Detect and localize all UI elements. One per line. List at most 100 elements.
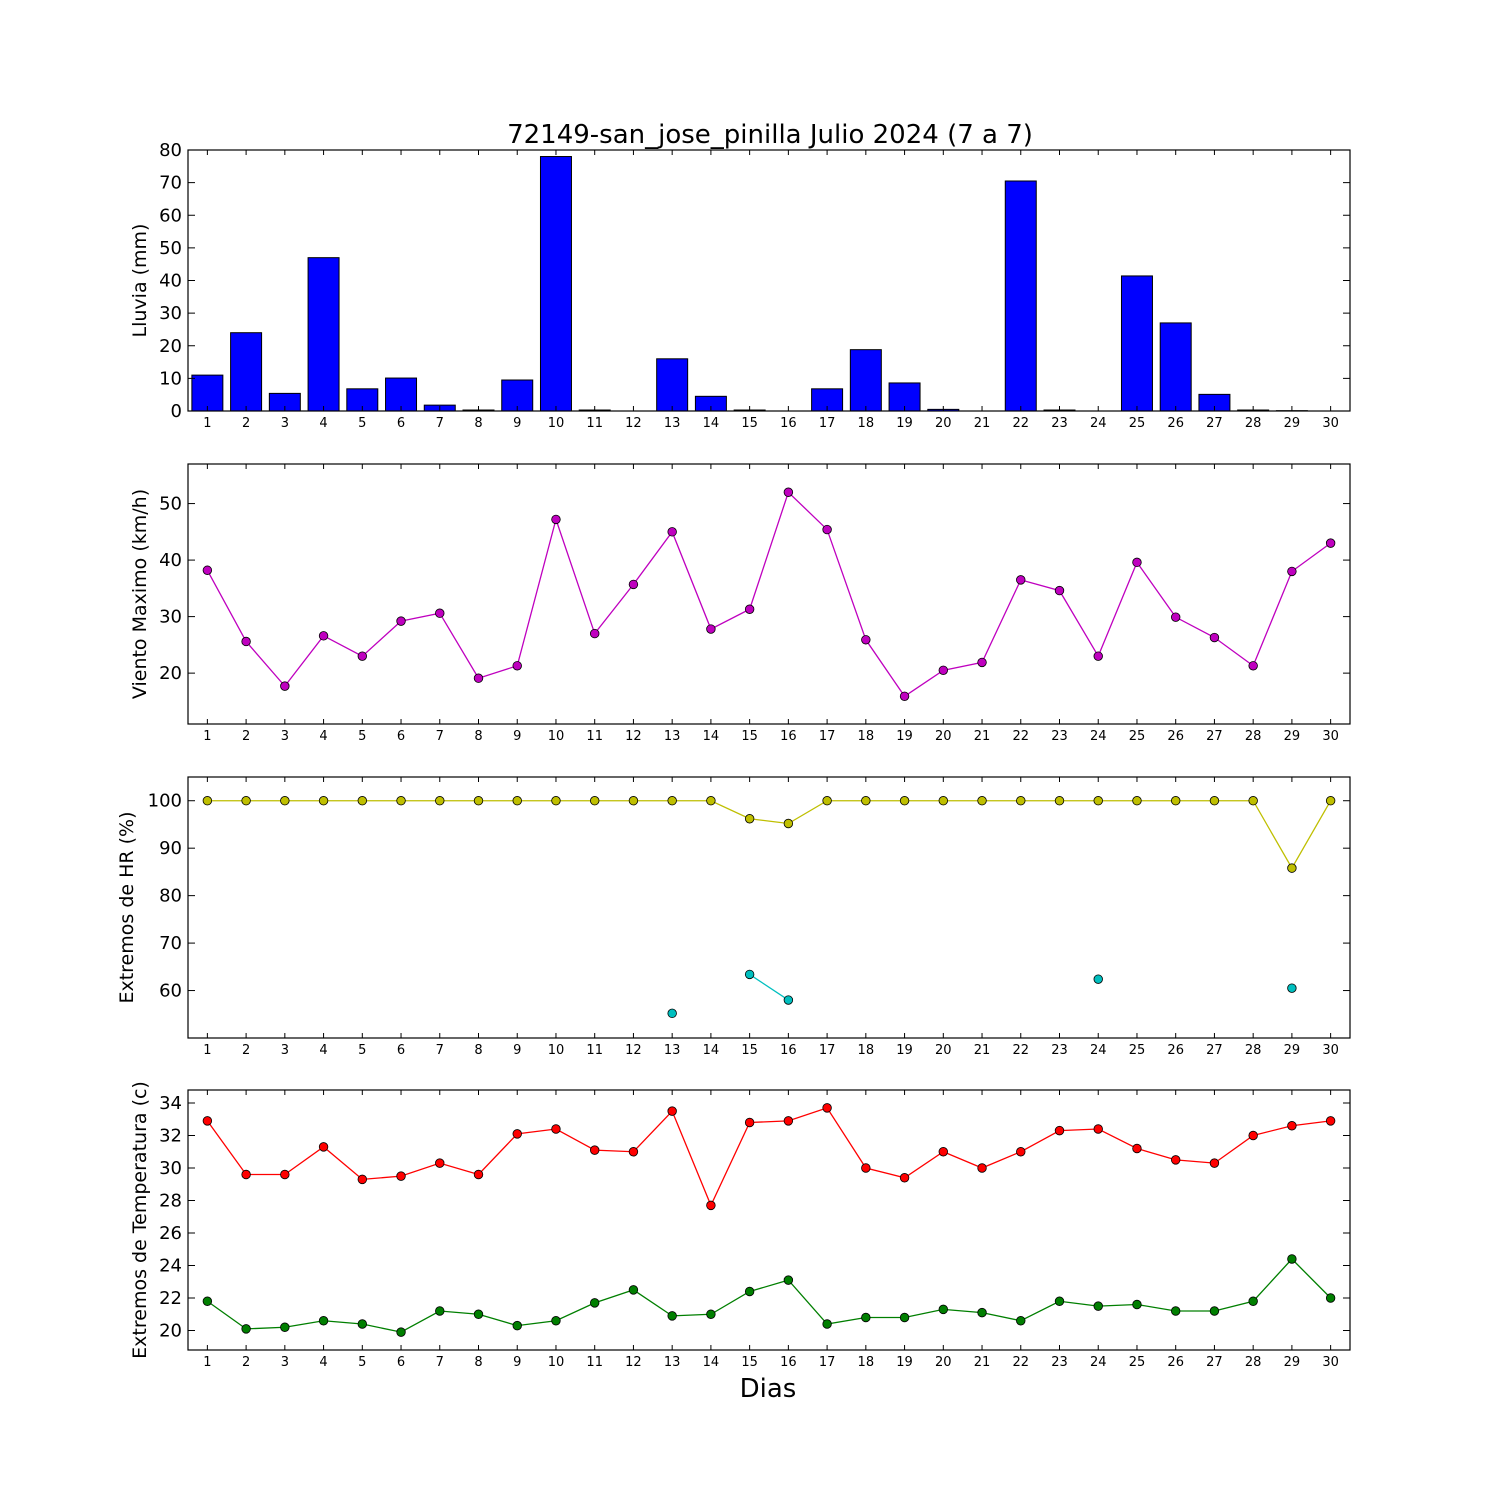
wind-series-0-point-17 (822, 524, 832, 535)
x-axis-label: Dias (740, 1374, 797, 1404)
wind-series-0-point-3 (280, 681, 290, 691)
humidity-xtick-label-27: 27 (1206, 1043, 1223, 1058)
temperature-series-1-point-2 (241, 1324, 251, 1334)
humidity-xtick-label-26: 26 (1167, 1043, 1184, 1058)
rain-bar-10 (539, 156, 572, 412)
rain-xtick-label-27: 27 (1206, 416, 1223, 431)
wind-xtick-label-8: 8 (474, 729, 482, 744)
humidity-xtick-label-21: 21 (974, 1043, 991, 1058)
rain-xtick-label-2: 2 (242, 416, 250, 431)
rain-ytick-label-30: 30 (159, 303, 182, 324)
humidity-xtick-label-22: 22 (1012, 1043, 1029, 1058)
humidity-series-0-point-10 (551, 796, 561, 806)
rain-bar-26 (1159, 322, 1192, 412)
humidity-series-0-point-30 (1325, 796, 1336, 806)
wind-xtick-label-20: 20 (935, 729, 952, 744)
wind-series-0-line (206, 491, 1332, 698)
wind-series-0-point-13 (667, 527, 677, 537)
temperature-xtick-label-18: 18 (858, 1355, 875, 1370)
wind-xtick-label-2: 2 (242, 729, 250, 744)
humidity-series-0-point-18 (861, 796, 871, 806)
wind-xtick-label-29: 29 (1284, 729, 1301, 744)
temperature-series-0-point-6 (396, 1171, 406, 1181)
temperature-series-1-point-12 (628, 1285, 639, 1295)
temperature-series-0-point-19 (899, 1173, 910, 1183)
rain-ytick-label-50: 50 (159, 238, 182, 259)
temperature-series-0-point-28 (1248, 1130, 1258, 1141)
rain-bar-9 (501, 379, 534, 412)
rain-xtick-label-20: 20 (935, 416, 952, 431)
rain-xtick-label-25: 25 (1129, 416, 1146, 431)
humidity-series-0-point-3 (280, 796, 290, 806)
wind-xtick-label-11: 11 (586, 729, 603, 744)
wind-xtick-label-21: 21 (974, 729, 991, 744)
humidity-series-1-line (749, 973, 789, 1001)
humidity-xtick-label-7: 7 (436, 1043, 444, 1058)
rain-xtick-label-16: 16 (780, 416, 797, 431)
humidity-xtick-label-1: 1 (203, 1043, 211, 1058)
humidity-series-1-point-15 (744, 969, 755, 980)
humidity-series-0-point-28 (1248, 796, 1258, 806)
rain-ytick-label-0: 0 (171, 401, 182, 422)
temperature-series-1-point-9 (512, 1320, 522, 1331)
temperature-series-1-point-8 (473, 1309, 484, 1319)
temperature-series-1-point-19 (899, 1312, 910, 1323)
temperature-series-0-point-13 (667, 1106, 677, 1116)
temperature-series-1-point-11 (590, 1298, 600, 1308)
temperature-series-1-point-20 (938, 1304, 949, 1315)
rain-panel: 1 2 3 4 5 6 7 8 9 10 11 12 13 14 15 16 17 18 19 20 21 22 23 24 2… (129, 140, 1351, 431)
wind-xtick-label-19: 19 (896, 729, 913, 744)
temperature-xtick-label-28: 28 (1245, 1355, 1262, 1370)
humidity-series-0-line (207, 800, 1332, 870)
temperature-series-0-point-20 (938, 1147, 949, 1157)
temperature-xtick-label-13: 13 (664, 1355, 681, 1370)
rain-bar-4 (307, 257, 340, 412)
temperature-xtick-label-29: 29 (1284, 1355, 1301, 1370)
temperature-series-1-point-1 (202, 1296, 213, 1306)
rain-xtick-label-26: 26 (1167, 416, 1184, 431)
temperature-xtick-label-24: 24 (1090, 1355, 1107, 1370)
humidity-series-0-point-14 (706, 796, 716, 806)
humidity-xtick-label-17: 17 (819, 1043, 836, 1058)
wind-xtick-label-23: 23 (1051, 729, 1068, 744)
wind-xtick-label-24: 24 (1090, 729, 1107, 744)
temperature-series-1-point-17 (822, 1319, 832, 1329)
wind-series-0-point-19 (899, 691, 910, 702)
temperature-xtick-label-2: 2 (242, 1355, 250, 1370)
rain-y-axis-label: Lluvia (mm) (129, 224, 151, 338)
temperature-xtick-label-3: 3 (281, 1355, 289, 1370)
temperature-series-0-line (206, 1107, 1331, 1207)
humidity-series-0-point-23 (1054, 796, 1065, 806)
temperature-series-1-point-5 (357, 1319, 368, 1329)
temperature-ytick-label-26: 26 (159, 1223, 182, 1244)
wind-xtick-label-6: 6 (397, 729, 405, 744)
temperature-series-1-point-21 (977, 1307, 987, 1318)
wind-series-0-point-7 (435, 608, 445, 618)
temperature-series-1-point-26 (1170, 1306, 1181, 1316)
rain-ytick-label-20: 20 (159, 336, 182, 357)
wind-series-0-point-9 (512, 661, 522, 671)
rain-xtick-label-28: 28 (1245, 416, 1262, 431)
humidity-y-axis-label: Extremos de HR (%) (116, 811, 138, 1003)
humidity-xtick-label-4: 4 (319, 1043, 327, 1058)
temperature-xtick-label-8: 8 (474, 1355, 482, 1370)
humidity-series-0-point-22 (1016, 796, 1026, 806)
temperature-xtick-label-22: 22 (1012, 1355, 1029, 1370)
wind-ytick-label-20: 20 (159, 663, 182, 684)
temperature-y-axis-label: Extremos de Temperatura (c) (129, 1081, 151, 1359)
rain-xtick-label-10: 10 (548, 416, 565, 431)
temperature-axes-frame (187, 1089, 1351, 1351)
humidity-xtick-label-29: 29 (1284, 1043, 1301, 1058)
humidity-series-0-point-12 (628, 796, 639, 806)
temperature-series-1-point-6 (396, 1327, 406, 1337)
wind-xtick-label-17: 17 (819, 729, 836, 744)
humidity-ytick-label-80: 80 (159, 886, 182, 907)
humidity-xtick-label-30: 30 (1322, 1043, 1339, 1058)
humidity-series-1-point-13 (667, 1008, 677, 1019)
temperature-xtick-label-19: 19 (896, 1355, 913, 1370)
temperature-series-0-point-3 (280, 1169, 290, 1180)
wind-xtick-label-12: 12 (625, 729, 642, 744)
temperature-series-1-point-25 (1132, 1299, 1142, 1310)
wind-xtick-label-1: 1 (203, 729, 211, 744)
wind-series-0-point-10 (551, 514, 561, 525)
